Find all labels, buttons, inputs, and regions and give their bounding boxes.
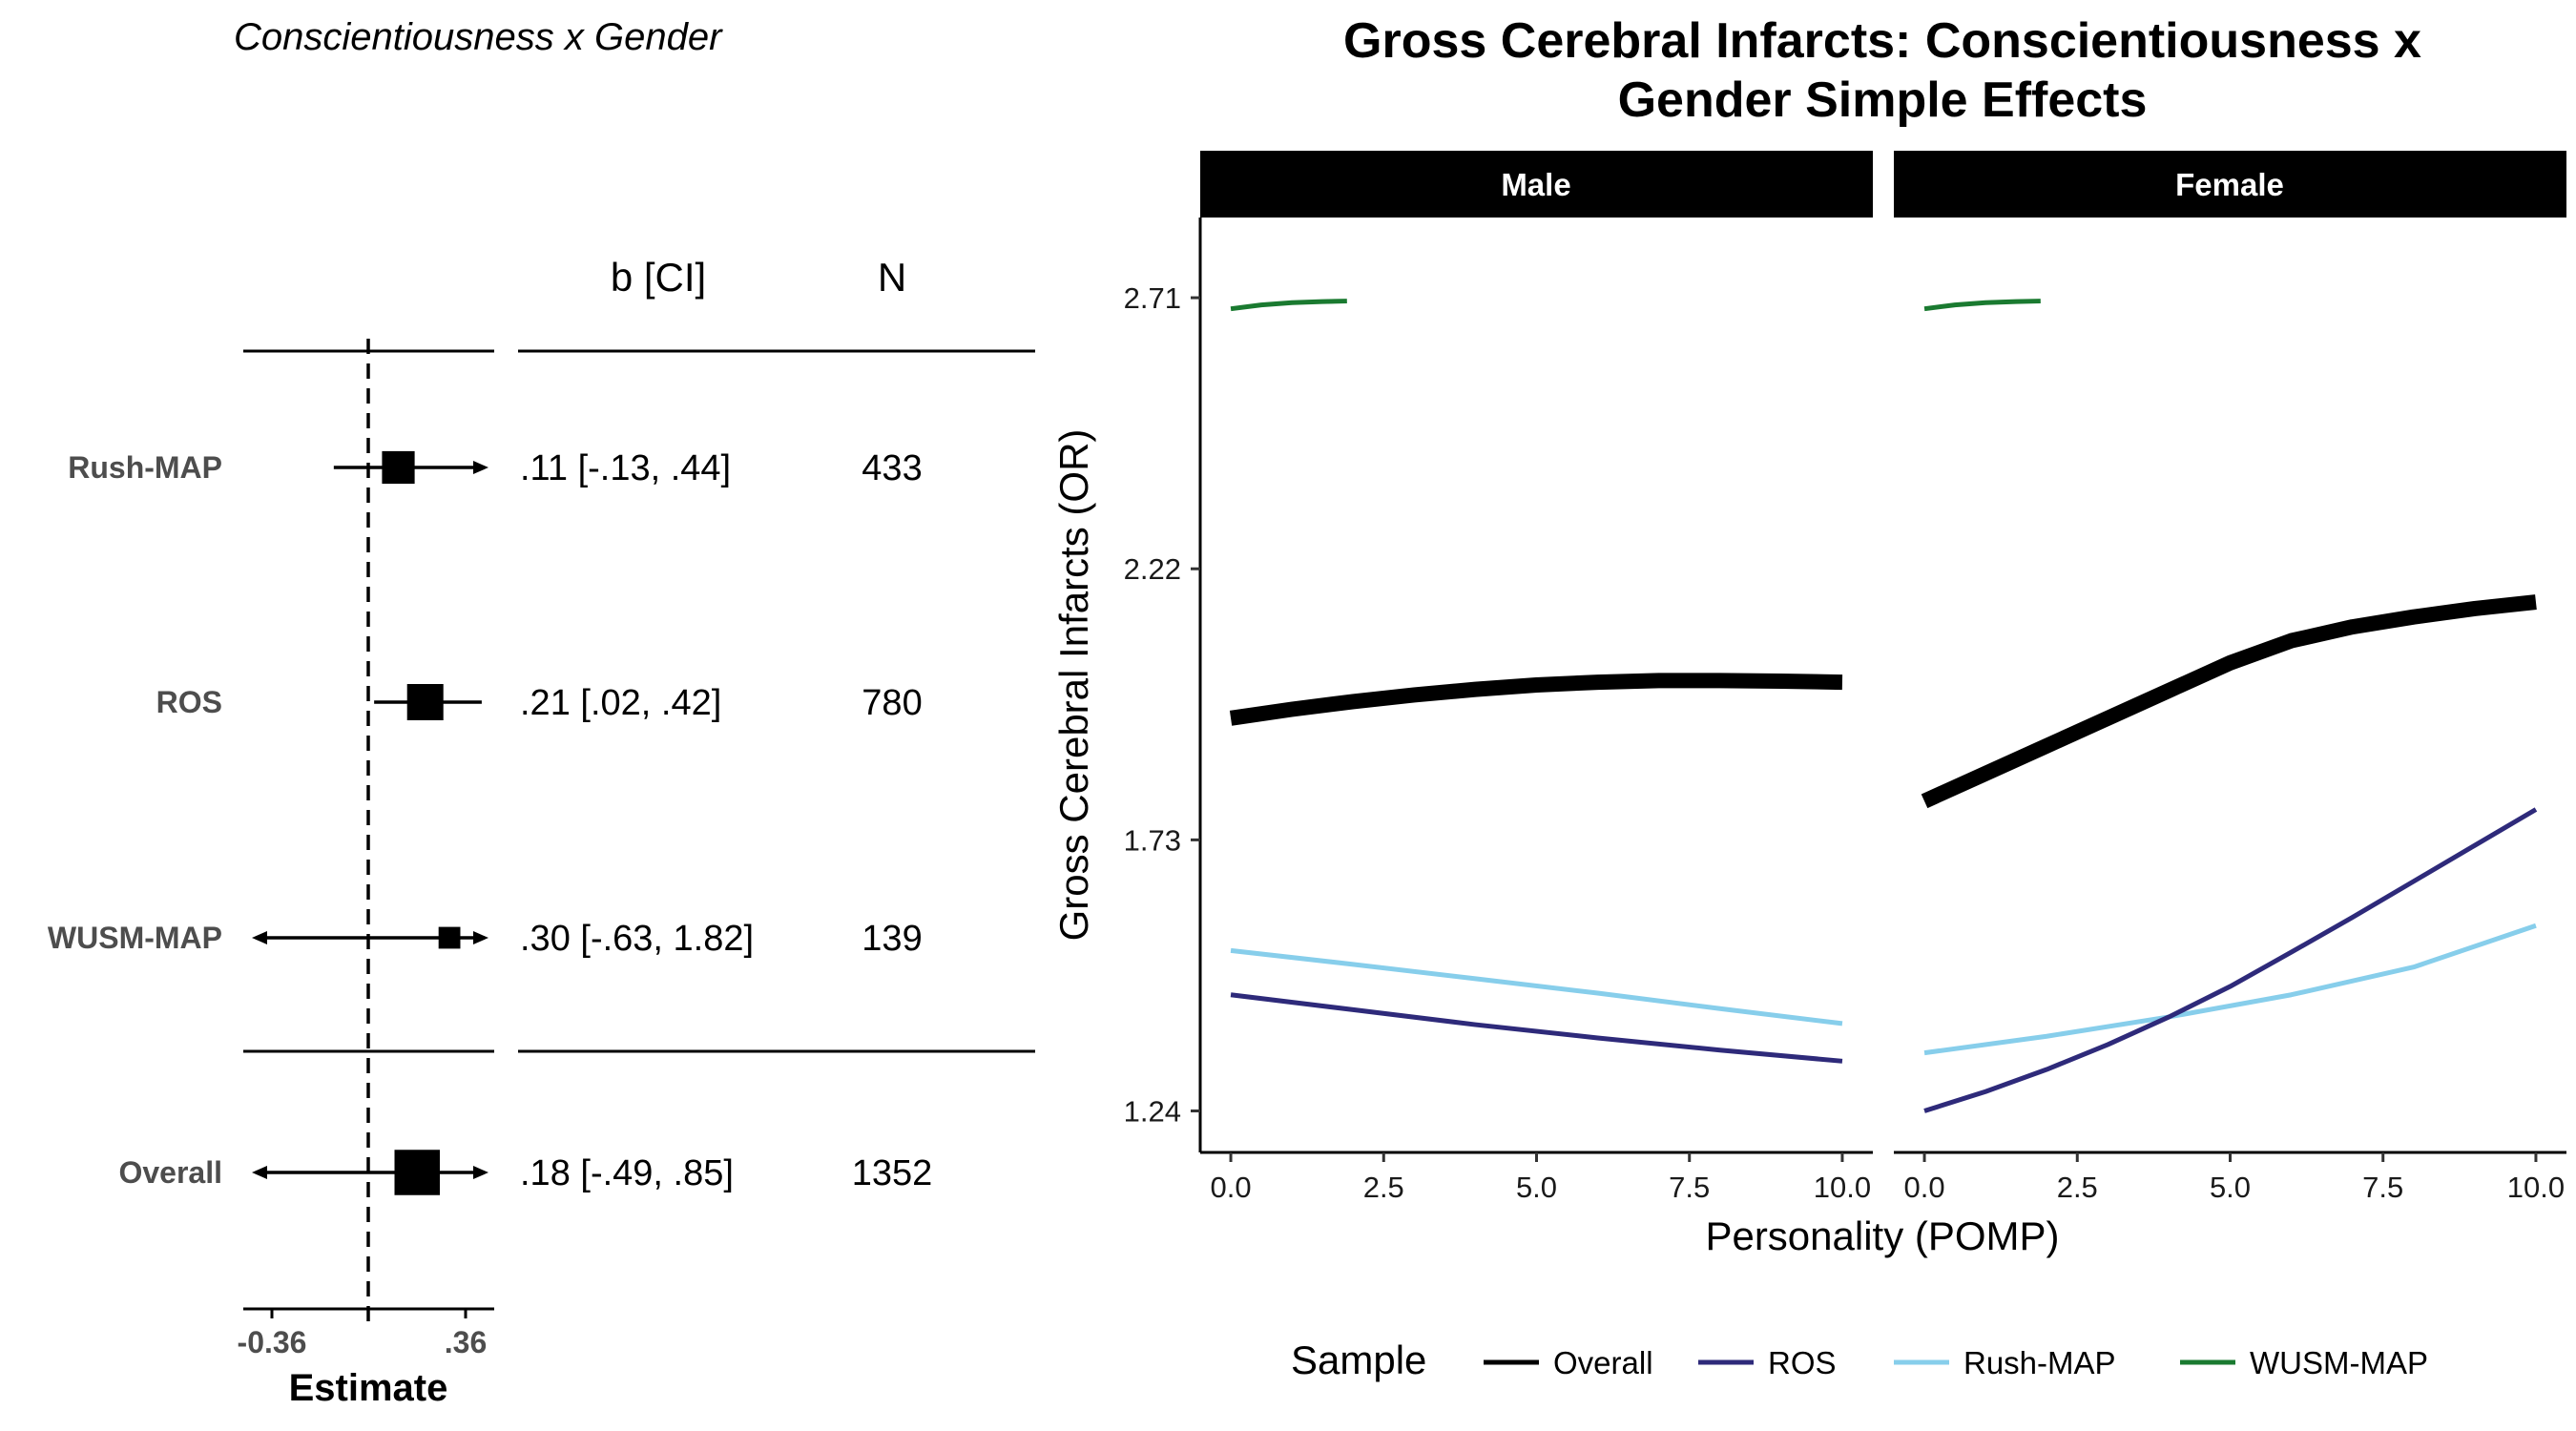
y-tick-label: 2.22 [1124,552,1181,586]
estimate-marker [438,926,461,949]
x-tick-label: 10.0 [2507,1171,2565,1204]
n-column-header: N [878,255,906,300]
x-tick-label: 0.0 [1210,1171,1251,1204]
estimate-marker [382,450,415,485]
n-text: 780 [862,683,922,723]
series-line-overall-female [1921,594,2537,809]
chart-title-line-2: Gender Simple Effects [1618,73,2148,128]
x-tick-label: 2.5 [2057,1171,2098,1204]
strip-female-label: Female [2175,167,2284,202]
ci-arrow-right [473,1166,488,1179]
n-text: 139 [862,919,922,959]
strip-male [1200,151,1873,218]
y-axis-ticks: 1.24 1.73 2.22 2.71 [1124,281,1200,1129]
ci-text: .30 [-.63, 1.82] [520,919,754,959]
ci-text: .11 [-.13, .44] [520,448,731,488]
ci-column-clip [496,382,517,1221]
forest-x-tick-label-high: .36 [445,1325,487,1359]
ci-arrow-right [473,931,488,944]
ci-text: .18 [-.49, .85] [520,1153,734,1193]
estimate-marker [406,684,444,720]
y-axis-title: Gross Cerebral Infarcts (OR) [1051,429,1096,942]
strip-female [1894,151,2566,218]
y-tick-label: 2.71 [1124,281,1181,315]
study-label: WUSM-MAP [48,921,222,955]
forest-plot-title: Conscientiousness x Gender [234,16,723,58]
x-axis-ticks: 0.0 2.5 5.0 7.5 10.0 0.0 2.5 5.0 7.5 10.0 [1210,1152,2565,1204]
forest-rows: Rush-MAP .11 [-.13, .44] 433 ROS .21 [.02, .… [48,382,932,1221]
x-tick-label: 7.5 [1669,1171,1710,1204]
x-tick-label: 0.0 [1903,1171,1944,1204]
legend-label: ROS [1768,1345,1837,1380]
series-line-rush-map-female [1923,923,2537,1056]
estimate-ci-column-header: b [CI] [611,255,706,300]
study-label: Rush-MAP [68,450,222,485]
x-tick-label: 7.5 [2362,1171,2403,1204]
series-lines [1229,299,2538,1113]
legend-label: Overall [1553,1345,1653,1380]
chart-title-line-1: Gross Cerebral Infarcts: Conscientiousne… [1343,13,2421,69]
ci-arrow-left [252,1166,267,1179]
legend-title: Sample [1291,1338,1426,1382]
strip-male-label: Male [1501,167,1570,202]
series-line-overall-male [1229,673,1843,726]
series-line-rush-map-male [1230,947,1843,1027]
x-axis-title: Personality (POMP) [1705,1213,2059,1258]
legend-label: Rush-MAP [1963,1345,2116,1380]
forest-x-axis-title: Estimate [289,1367,448,1409]
y-tick-label: 1.73 [1124,823,1181,857]
legend: Sample Overall ROS Rush-MAP WUSM-MAP [1291,1338,2428,1382]
x-tick-label: 2.5 [1363,1171,1404,1204]
x-tick-label: 5.0 [2210,1171,2251,1204]
series-line-ros-female [1923,807,2538,1113]
series-line-wusm-map-male [1230,299,1347,312]
line-chart: Gross Cerebral Infarcts: Conscientiousne… [1051,13,2566,1382]
n-text: 433 [862,448,922,488]
estimate-marker [394,1150,440,1195]
forest-plot: Conscientiousness x Gender b [CI] N Rush… [48,16,1035,1409]
series-line-ros-male [1230,992,1843,1064]
n-text: 1352 [852,1153,933,1193]
legend-label: WUSM-MAP [2250,1345,2428,1380]
ci-arrow-left [252,931,267,944]
study-label: Overall [118,1155,222,1190]
x-tick-label: 10.0 [1814,1171,1871,1204]
study-label: ROS [156,685,222,719]
y-tick-label: 1.24 [1124,1095,1181,1129]
ci-arrow-right [473,461,488,474]
forest-x-tick-label-low: -0.36 [238,1325,307,1359]
x-tick-label: 5.0 [1516,1171,1557,1204]
series-line-wusm-map-female [1923,299,2041,312]
ci-text: .21 [.02, .42] [520,683,721,723]
